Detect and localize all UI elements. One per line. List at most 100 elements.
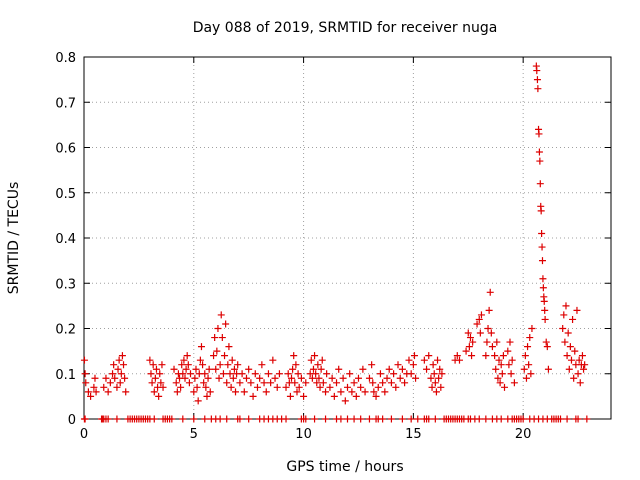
data-point	[223, 415, 231, 423]
data-point	[372, 392, 380, 400]
data-point	[379, 415, 387, 423]
data-point	[376, 370, 384, 378]
data-point	[82, 379, 90, 387]
data-point	[297, 374, 305, 382]
data-point	[401, 379, 409, 387]
data-point	[407, 370, 415, 378]
data-point	[434, 356, 442, 364]
x-tick-label: 10	[295, 427, 312, 442]
data-point	[438, 370, 446, 378]
data-point	[170, 365, 178, 373]
data-point	[307, 356, 315, 364]
data-point	[242, 374, 250, 382]
y-tick-label: 0.8	[55, 51, 76, 66]
data-point	[484, 325, 492, 332]
data-point	[488, 343, 496, 351]
data-point	[537, 207, 545, 215]
data-point	[104, 415, 112, 423]
data-point	[535, 148, 543, 156]
data-point	[521, 352, 529, 360]
data-point	[193, 383, 201, 391]
data-point	[224, 361, 232, 369]
data-point	[541, 306, 549, 314]
data-point	[155, 392, 163, 400]
data-point	[199, 361, 207, 369]
data-point	[173, 388, 181, 396]
data-point	[542, 338, 550, 346]
data-point	[238, 370, 246, 378]
data-point	[407, 415, 415, 423]
data-point	[110, 361, 118, 369]
data-point	[315, 374, 323, 382]
data-point	[578, 352, 586, 360]
data-point	[475, 315, 483, 323]
data-point	[194, 397, 202, 405]
data-point	[116, 379, 124, 387]
data-point	[80, 356, 88, 364]
data-point	[113, 383, 121, 391]
data-point	[84, 388, 92, 396]
data-point	[217, 311, 225, 319]
data-point	[563, 352, 571, 360]
data-point	[369, 379, 377, 387]
data-point	[469, 338, 477, 346]
data-point	[234, 361, 242, 369]
data-point	[300, 392, 308, 400]
data-point	[308, 374, 316, 382]
data-point	[214, 325, 222, 332]
data-point	[486, 288, 494, 296]
data-point	[215, 374, 223, 382]
data-point	[394, 361, 402, 369]
data-point	[571, 347, 579, 355]
data-point	[473, 320, 481, 328]
data-point	[223, 379, 231, 387]
y-tick-label: 0.1	[55, 368, 76, 383]
data-point	[158, 361, 166, 369]
data-point	[267, 379, 275, 387]
data-point	[148, 379, 156, 387]
data-point	[350, 415, 358, 423]
data-point	[319, 379, 327, 387]
data-point	[184, 361, 192, 369]
data-point	[383, 374, 391, 382]
y-axis-label: SRMTID / TECUs	[6, 182, 22, 295]
data-point	[574, 370, 582, 378]
data-point	[527, 370, 535, 378]
data-point	[538, 257, 546, 265]
data-point	[264, 370, 272, 378]
data-point	[359, 365, 367, 373]
data-point	[302, 379, 310, 387]
data-point	[314, 361, 322, 369]
data-point	[212, 365, 220, 373]
data-point	[466, 334, 474, 342]
data-point	[333, 379, 341, 387]
data-point	[117, 370, 125, 378]
data-point	[575, 356, 583, 364]
data-point	[256, 374, 264, 382]
data-point	[284, 370, 292, 378]
data-point	[245, 415, 253, 423]
data-point	[365, 374, 373, 382]
data-point	[374, 383, 382, 391]
data-point	[410, 352, 418, 360]
data-point	[528, 325, 536, 332]
data-point	[221, 352, 229, 360]
y-tick-label: 0.6	[55, 142, 76, 157]
data-point	[428, 383, 436, 391]
data-point	[414, 415, 422, 423]
data-point	[483, 338, 491, 346]
data-point	[236, 379, 244, 387]
x-tick-label: 0	[80, 427, 88, 442]
data-point	[368, 361, 376, 369]
data-point	[431, 379, 439, 387]
data-point	[533, 76, 541, 84]
data-point	[565, 365, 573, 373]
data-point	[150, 388, 158, 396]
data-point	[423, 365, 431, 373]
data-point	[506, 338, 514, 346]
data-point	[183, 352, 191, 360]
data-point	[186, 370, 194, 378]
data-point	[113, 415, 121, 423]
data-point	[536, 180, 544, 188]
